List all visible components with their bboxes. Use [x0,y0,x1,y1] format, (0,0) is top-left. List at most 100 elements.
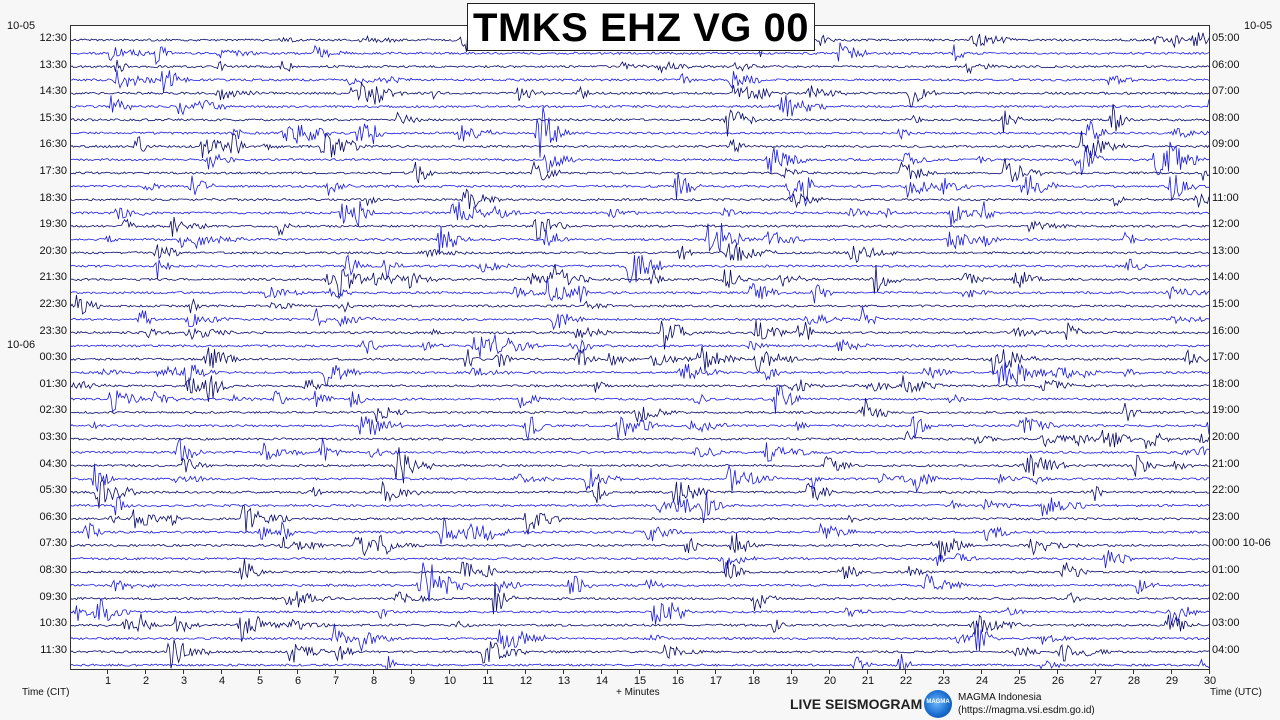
x-tick-mark [145,670,146,674]
x-tick-label: 21 [861,675,875,687]
trace-line [71,623,1209,653]
left-date-mid: 10-06 [7,339,36,351]
trace-line [71,375,1209,402]
x-tick-label: 8 [370,675,378,687]
trace-line [71,141,1209,176]
x-tick-label: 23 [937,675,951,687]
x-tick-label: 6 [294,675,302,687]
x-tick-mark [563,670,564,674]
x-tick-mark [791,670,792,674]
left-time-label: 20:30 [39,244,67,257]
left-time-label: 05:30 [39,484,67,497]
left-time-label: 10:30 [39,617,67,630]
x-tick-mark [107,670,108,674]
trace-line [71,42,1209,66]
right-time-label: 20:00 [1212,431,1240,443]
x-tick-label: 10 [443,675,457,687]
left-time-label: 23:30 [39,324,67,337]
trace-line [71,361,1209,388]
trace-line [71,562,1209,602]
x-tick-mark [411,670,412,674]
left-time-label: 14:30 [39,85,67,98]
right-date-top: 10-05 [1244,20,1273,32]
left-time-label: 22:30 [39,298,67,310]
x-tick-label: 12 [519,675,533,687]
trace-line [71,447,1209,484]
right-time-label: 11:00 [1212,191,1239,204]
trace-line [71,216,1209,241]
x-tick-mark [221,670,222,674]
right-time-label: 07:00 [1212,85,1240,98]
left-time-label: 06:30 [39,510,67,523]
left-date-top: 10-05 [7,20,36,32]
left-time-label: 02:30 [39,404,67,417]
right-time-label: 02:00 [1212,590,1240,603]
x-tick-label: 24 [975,675,989,687]
left-time-label: 08:30 [39,564,67,576]
right-time-label: 18:00 [1212,377,1240,390]
trace-line [71,59,1209,75]
left-time-label: 18:30 [39,191,67,204]
trace-line [71,334,1209,358]
left-time-label: 12:30 [39,32,67,44]
x-tick-label: 3 [180,675,188,687]
trace-line [71,275,1209,304]
x-tick-mark [525,670,526,674]
right-time-label: 19:00 [1212,404,1240,417]
left-time-label: 15:30 [39,111,67,124]
x-tick-mark [715,670,716,674]
org-url: (https://magma.vsi.esdm.go.id) [958,705,1095,716]
left-time-label: 11:30 [40,643,67,656]
trace-line [71,582,1209,615]
x-tick-mark [867,670,868,674]
trace-line [71,429,1209,449]
x-tick-mark [639,670,640,674]
trace-line [71,320,1209,350]
left-time-label: 01:30 [39,377,67,390]
left-axis-label: Time (CIT) [22,687,70,698]
trace-line [71,107,1209,158]
live-seismogram-label: LIVE SEISMOGRAM [790,696,923,712]
right-time-label: 03:00 [1212,617,1240,630]
x-tick-label: 5 [256,675,264,687]
left-time-label: 00:30 [39,351,67,364]
right-time-label: 12:00 [1212,218,1240,231]
trace-line [71,558,1209,580]
left-time-label: 13:30 [39,58,67,71]
trace-line [71,398,1209,422]
trace-line [71,172,1209,208]
magma-logo-icon: MAGMA [924,690,952,718]
trace-line [71,263,1209,300]
x-tick-mark [753,670,754,674]
x-tick-mark [487,670,488,674]
trace-line [71,491,1209,524]
right-time-label: 21:00 [1212,457,1240,470]
right-time-label: 17:00 [1212,351,1240,364]
x-tick-mark [335,670,336,674]
seismogram-traces [71,26,1209,669]
x-tick-label: 22 [899,675,913,687]
left-time-label: 09:30 [39,590,67,603]
x-tick-mark [905,670,906,674]
right-time-label: 06:00 [1212,58,1240,71]
left-time-label: 03:30 [39,431,67,443]
x-tick-label: 30 [1203,675,1217,687]
trace-line [71,306,1209,331]
x-tick-mark [1057,670,1058,674]
x-tick-label: 7 [332,675,340,687]
x-tick-mark [829,670,830,674]
x-tick-label: 17 [709,675,723,687]
x-tick-label: 19 [785,675,799,687]
x-tick-label: 18 [747,675,761,687]
trace-line [71,158,1209,184]
right-time-label: 08:00 [1212,111,1240,124]
x-tick-mark [259,670,260,674]
right-time-label: 22:00 [1212,484,1240,497]
x-tick-mark [943,670,944,674]
trace-line [71,598,1209,625]
right-time-label: 10:00 [1212,165,1240,177]
right-time-label: 23:00 [1212,510,1240,523]
trace-line [71,130,1209,159]
helicorder-plot [70,25,1210,670]
x-tick-label: 11 [482,675,494,687]
